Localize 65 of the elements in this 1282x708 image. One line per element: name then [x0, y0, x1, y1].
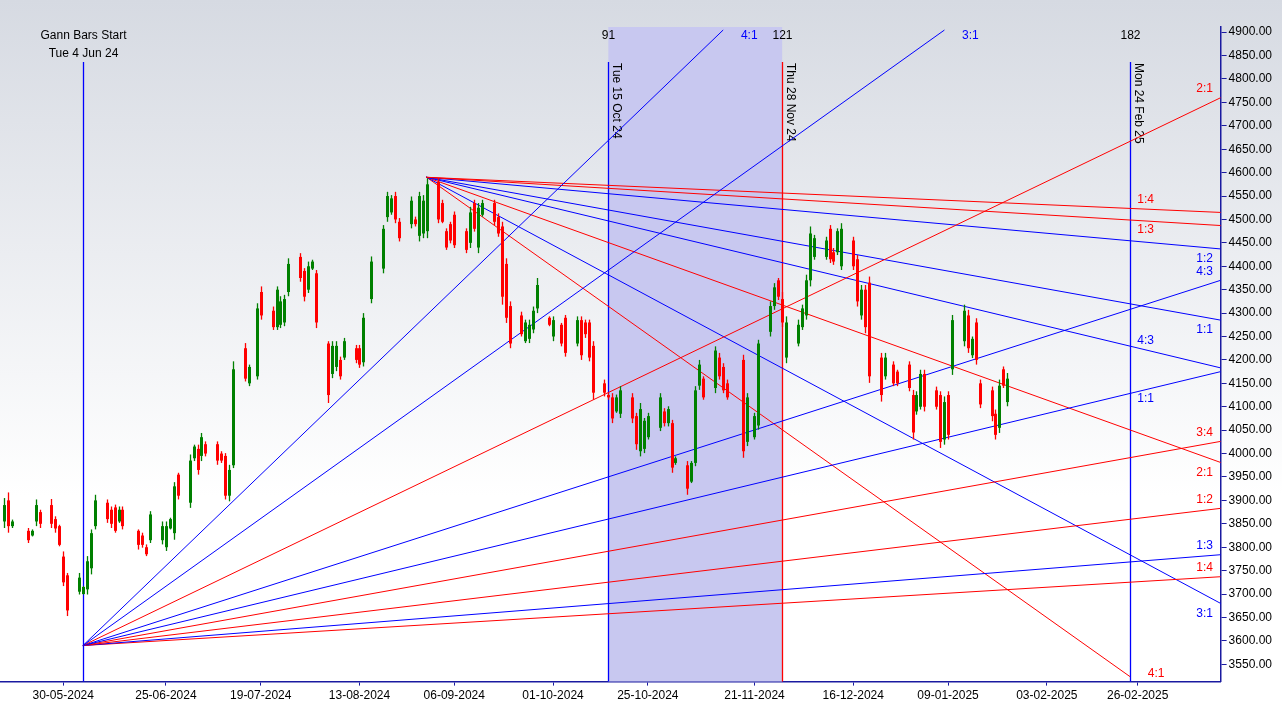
- ref-line-label: Tue 15 Oct 24: [610, 63, 625, 139]
- x-tick-label: 19-07-2024: [230, 688, 292, 703]
- series-label: 3:4: [1196, 424, 1214, 439]
- series-label: 3:1: [1196, 605, 1214, 620]
- series-label: 2:1: [1196, 464, 1214, 479]
- ref-line-label: Mon 24 Feb 25: [1132, 63, 1147, 145]
- y-tick-label: 4650.00: [1228, 141, 1273, 156]
- series-label: 1:1: [1137, 391, 1155, 405]
- y-tick-label: 4550.00: [1228, 188, 1273, 203]
- y-tick-label: 4400.00: [1228, 258, 1273, 273]
- annotation: 121: [772, 28, 793, 43]
- y-tick-label: 3800.00: [1228, 539, 1273, 554]
- x-tick-label: 06-09-2024: [423, 688, 486, 703]
- series-label: 4:3: [1137, 333, 1155, 348]
- y-tick-label: 3700.00: [1228, 586, 1273, 601]
- x-tick-label: 01-10-2024: [522, 688, 585, 703]
- y-tick-label: 3900.00: [1228, 492, 1273, 507]
- annotation: 91: [601, 28, 616, 43]
- y-tick-label: 4250.00: [1228, 328, 1273, 343]
- series-label: 4:1: [740, 28, 758, 43]
- annotation: 182: [1120, 28, 1141, 43]
- y-tick-label: 4050.00: [1228, 422, 1273, 437]
- y-tick-label: 4100.00: [1228, 399, 1273, 414]
- y-tick-label: 3850.00: [1228, 516, 1273, 531]
- y-tick-label: 4600.00: [1228, 164, 1273, 179]
- series-label: 1:3: [1196, 538, 1214, 553]
- y-tick-label: 4750.00: [1228, 94, 1273, 109]
- series-label: 3:1: [962, 28, 980, 43]
- series-label: 1:3: [1137, 222, 1155, 237]
- y-tick-label: 4700.00: [1228, 118, 1273, 133]
- annotation: Gann Bars Start: [40, 28, 128, 43]
- series-label: 1:4: [1137, 192, 1155, 207]
- y-tick-label: 4000.00: [1228, 445, 1273, 460]
- y-tick-label: 4900.00: [1228, 24, 1273, 39]
- y-tick-label: 4300.00: [1228, 305, 1273, 320]
- x-tick-label: 30-05-2024: [32, 688, 95, 703]
- y-tick-label: 3550.00: [1228, 656, 1273, 671]
- y-tick-label: 3650.00: [1228, 609, 1273, 624]
- y-tick-label: 4500.00: [1228, 211, 1273, 226]
- x-tick-label: 21-11-2024: [724, 688, 786, 703]
- series-label: 1:2: [1196, 251, 1214, 266]
- y-tick-label: 3750.00: [1228, 562, 1273, 577]
- series-label: 1:1: [1196, 322, 1214, 337]
- y-tick-label: 4800.00: [1228, 71, 1273, 86]
- series-label: 4:3: [1196, 263, 1214, 278]
- x-tick-label: 26-02-2025: [1106, 688, 1169, 703]
- series-label: 2:1: [1196, 81, 1214, 96]
- y-tick-label: 4450.00: [1228, 235, 1273, 250]
- series-label: 1:4: [1196, 560, 1214, 575]
- y-tick-label: 4850.00: [1228, 47, 1273, 62]
- x-tick-label: 09-01-2025: [917, 688, 980, 703]
- y-tick-label: 4150.00: [1228, 375, 1273, 390]
- x-tick-label: 13-08-2024: [328, 688, 391, 703]
- ref-line-label: Thu 28 Nov 24: [784, 63, 799, 143]
- x-tick-label: 16-12-2024: [822, 688, 885, 703]
- y-tick-label: 3950.00: [1228, 469, 1273, 484]
- x-tick-label: 25-06-2024: [135, 688, 197, 703]
- x-tick-label: 03-02-2025: [1016, 688, 1078, 703]
- ref-line-label: Tue 4 Jun 24: [48, 46, 119, 61]
- y-tick-label: 3600.00: [1228, 633, 1273, 648]
- y-tick-label: 4200.00: [1228, 352, 1273, 367]
- y-tick-label: 4350.00: [1228, 282, 1273, 296]
- x-tick-label: 25-10-2024: [617, 688, 679, 703]
- series-label: 4:1: [1147, 665, 1165, 680]
- series-label: 1:2: [1196, 491, 1214, 506]
